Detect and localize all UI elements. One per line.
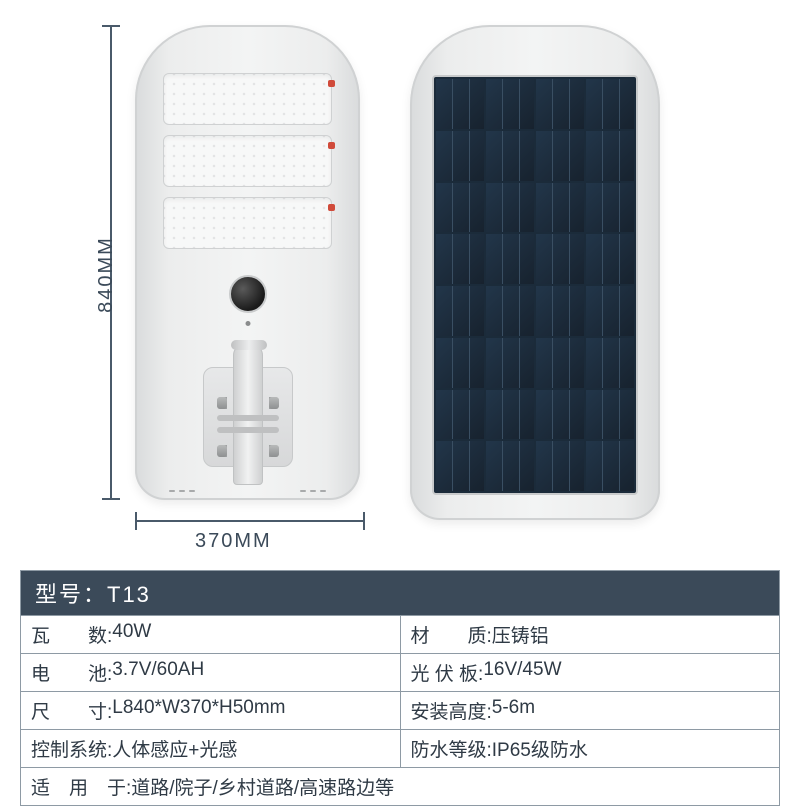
spec-label: 控制系统: [21,730,112,767]
vent [320,490,326,492]
spec-value: 3.7V/60AH [112,654,204,691]
solar-cell [586,234,634,284]
motion-sensor [229,275,267,313]
spec-cell-pv: 光 伏 板: 16V/45W [400,654,780,691]
vent [189,490,195,492]
spec-table: 型号：T13 瓦 数: 40W 材 质: 压铸铝 电 池: 3.7V/60AH … [20,570,780,806]
spec-label: 光 伏 板: [401,654,484,691]
solar-cell [486,338,534,388]
solar-cell [536,286,584,336]
spec-value: 16V/45W [483,654,561,691]
solar-cell [536,183,584,233]
solar-cell [486,183,534,233]
product-diagram: 840MM 370MM [0,25,800,565]
spec-row: 瓦 数: 40W 材 质: 压铸铝 [21,615,779,653]
mount-bracket [203,345,293,480]
solar-cell [436,131,484,181]
vent [169,490,175,492]
solar-cell [586,390,634,440]
solar-cell [536,338,584,388]
solar-cell [486,79,534,129]
spec-value: IP65级防水 [492,730,588,767]
spec-row-application: 适 用 于: 道路/院子/乡村道路/高速路边等 [21,767,779,805]
light-sensor-dot [245,321,250,326]
spec-label: 适 用 于: [21,768,131,805]
vent [179,490,185,492]
spec-label: 电 池: [21,654,112,691]
led-panel-2 [163,135,332,187]
solar-cell [436,183,484,233]
solar-cell [586,441,634,491]
spec-label: 防水等级: [401,730,492,767]
solar-cell [536,234,584,284]
solar-cell [586,131,634,181]
spec-cell-waterproof: 防水等级: IP65级防水 [400,730,780,767]
led-panel-3 [163,197,332,249]
spec-value: 压铸铝 [492,616,549,653]
spec-cell-application: 适 用 于: 道路/院子/乡村道路/高速路边等 [21,768,779,805]
spec-cell-battery: 电 池: 3.7V/60AH [21,654,400,691]
solar-cell [436,79,484,129]
solar-cell [436,234,484,284]
solar-cell [486,441,534,491]
solar-cell [586,338,634,388]
product-front-view [135,25,360,500]
spec-row: 尺 寸: L840*W370*H50mm 安装高度: 5-6m [21,691,779,729]
vent [310,490,316,492]
spec-label: 安装高度: [401,692,492,729]
solar-cell [536,441,584,491]
spec-label: 尺 寸: [21,692,112,729]
spec-value: 5-6m [492,692,535,729]
solar-cell [536,131,584,181]
height-dimension-label: 840MM [95,236,118,313]
vent [300,490,306,492]
width-dimension-line [135,520,365,522]
solar-cell [536,79,584,129]
spec-value: 40W [112,616,151,653]
solar-cell [586,79,634,129]
solar-cell [586,183,634,233]
spec-label: 材 质: [401,616,492,653]
solar-cell [486,234,534,284]
spec-value: 人体感应+光感 [112,730,237,767]
solar-cell [486,286,534,336]
spec-value: L840*W370*H50mm [112,692,285,729]
spec-label: 瓦 数: [21,616,112,653]
mount-bolt-upper [217,397,279,409]
width-dimension-label: 370MM [195,530,272,553]
spec-cell-material: 材 质: 压铸铝 [400,616,780,653]
spec-cell-watt: 瓦 数: 40W [21,616,400,653]
solar-cell [486,390,534,440]
spec-cell-size: 尺 寸: L840*W370*H50mm [21,692,400,729]
product-back-view [410,25,660,520]
spec-cell-install-height: 安装高度: 5-6m [400,692,780,729]
solar-cell [436,338,484,388]
solar-cell [436,390,484,440]
spec-header: 型号：T13 [21,571,779,615]
tube-bolt-2 [217,427,279,433]
spec-cell-control: 控制系统: 人体感应+光感 [21,730,400,767]
solar-cell [586,286,634,336]
mount-bolt-lower [217,445,279,457]
solar-panel [432,75,638,495]
solar-cell [536,390,584,440]
solar-cell [436,286,484,336]
led-panel-1 [163,73,332,125]
solar-cell [436,441,484,491]
spec-row: 电 池: 3.7V/60AH 光 伏 板: 16V/45W [21,653,779,691]
solar-cell [486,131,534,181]
spec-row: 控制系统: 人体感应+光感 防水等级: IP65级防水 [21,729,779,767]
tube-bolt-1 [217,415,279,421]
spec-value: 道路/院子/乡村道路/高速路边等 [131,768,394,805]
